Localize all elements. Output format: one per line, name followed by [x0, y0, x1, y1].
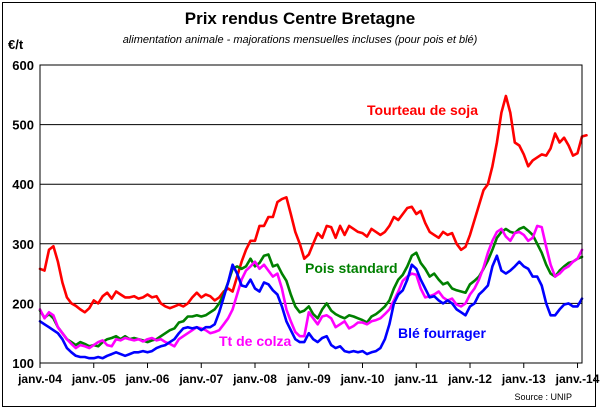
x-tick-label: janv.-11: [394, 372, 438, 386]
series-line-ble-fourrager: [38, 254, 584, 360]
y-tick-label: 400: [12, 177, 34, 192]
x-tick-label: janv.-05: [71, 372, 116, 386]
series-line-tourteau-de-soja: [38, 94, 588, 314]
y-tick-label: 300: [12, 237, 34, 252]
chart-subtitle: alimentation animale - majorations mensu…: [123, 34, 478, 46]
y-tick-label: 200: [12, 296, 34, 311]
x-tick-label: janv.-08: [232, 372, 277, 386]
chart-title: Prix rendus Centre Bretagne: [185, 9, 416, 28]
x-tick-label: janv.-06: [125, 372, 170, 386]
plot-area-border: [39, 64, 583, 364]
series-label-tt-de-colza: Tt de colza: [219, 333, 292, 349]
series-label-pois-standard: Pois standard: [305, 260, 398, 276]
x-tick-label: janv.-07: [178, 372, 223, 386]
y-tick-label: 100: [12, 356, 34, 371]
x-tick-label: janv.-09: [286, 372, 331, 386]
x-tick-label: janv.-12: [447, 372, 492, 386]
y-tick-labels: 100 200 300 400 500 600: [12, 58, 34, 371]
y-tick-label: 600: [12, 58, 34, 73]
y-axis-unit: €/t: [8, 37, 24, 52]
series-line-tt-de-colza: [38, 224, 584, 350]
series-label-tourteau-de-soja: Tourteau de soja: [367, 102, 478, 118]
x-tick-labels: janv.-04 janv.-05 janv.-06 janv.-07 janv.-08…: [17, 372, 600, 386]
series-line-pois-standard: [38, 225, 584, 348]
x-tick-label: janv.-13: [501, 372, 546, 386]
y-tick-label: 500: [12, 118, 34, 133]
source-note: Source : UNIP: [514, 392, 572, 402]
chart-frame: [2, 2, 596, 407]
x-tick-label: janv.-10: [340, 372, 385, 386]
series-label-ble-fourrager: Blé fourrager: [398, 325, 486, 341]
x-tick-label: janv.-04: [17, 372, 62, 386]
series-layer: [38, 94, 588, 360]
x-tick-label: janv.-14: [555, 372, 600, 386]
